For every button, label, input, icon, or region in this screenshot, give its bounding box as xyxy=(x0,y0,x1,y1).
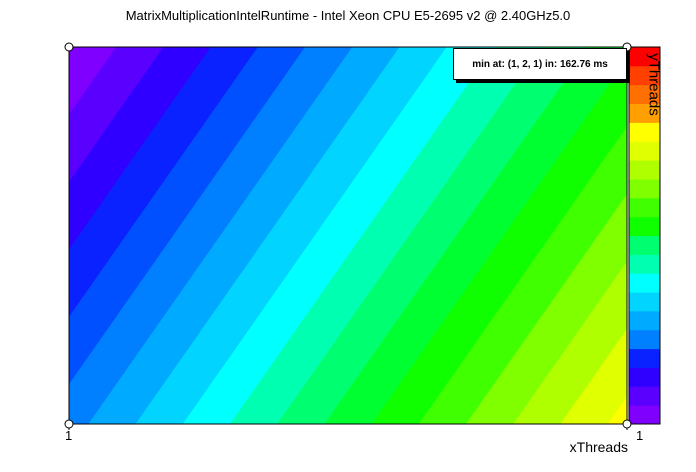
colorbar-level xyxy=(629,329,660,350)
colorbar-level xyxy=(629,405,660,425)
colorbar-level xyxy=(629,197,660,218)
colorbar-frame xyxy=(628,46,661,425)
colorbar-level xyxy=(629,160,660,180)
colorbar-level xyxy=(629,367,660,387)
heatmap-band xyxy=(229,47,543,424)
x-axis-label: xThreads xyxy=(569,439,628,455)
colorbar-level xyxy=(629,386,660,406)
colorbar-level xyxy=(629,273,660,293)
heatmap-band xyxy=(371,59,627,424)
colorbar-level xyxy=(629,178,660,199)
colorbar-level xyxy=(629,348,660,368)
heatmap-bands xyxy=(69,47,627,424)
heatmap-band xyxy=(324,47,627,424)
colorbar-level xyxy=(629,103,660,123)
colorbar xyxy=(629,47,660,425)
colorbar-level xyxy=(629,47,660,67)
colorbar-level xyxy=(629,216,660,236)
heatmap-band xyxy=(466,194,627,424)
colorbar-level xyxy=(629,84,660,105)
min-annotation-text: min at: (1, 2, 1) in: 162.76 ms xyxy=(472,58,608,70)
corner-marker-bottom-right[interactable] xyxy=(622,419,632,429)
colorbar-level xyxy=(629,65,660,86)
heatmap-band xyxy=(418,126,627,424)
colorbar-level xyxy=(629,292,660,312)
heatmap-band xyxy=(69,47,354,424)
x-tick-label-left: 1 xyxy=(65,428,73,443)
heatmap-band xyxy=(513,261,627,424)
colorbar-level xyxy=(629,235,660,255)
x-tick-label-right: 1 xyxy=(636,428,644,443)
colorbar-level xyxy=(629,122,660,142)
colorbar-level xyxy=(629,310,660,331)
corner-marker-top-left[interactable] xyxy=(64,42,74,52)
heatmap-band xyxy=(277,47,590,424)
heatmap-band xyxy=(560,328,627,424)
heatmap-band xyxy=(88,47,401,424)
colorbar-level xyxy=(629,254,660,274)
min-annotation-box: min at: (1, 2, 1) in: 162.76 ms xyxy=(453,48,627,80)
y-axis-label: yThreads xyxy=(645,53,663,116)
colorbar-level xyxy=(629,141,660,161)
chart-title: MatrixMultiplicationIntelRuntime - Intel… xyxy=(125,8,571,23)
heatmap-band xyxy=(182,47,495,424)
corner-marker-bottom-left[interactable] xyxy=(64,419,74,429)
heatmap-band xyxy=(607,396,627,424)
plot-frame xyxy=(68,46,628,425)
heatmap-band xyxy=(135,47,448,424)
